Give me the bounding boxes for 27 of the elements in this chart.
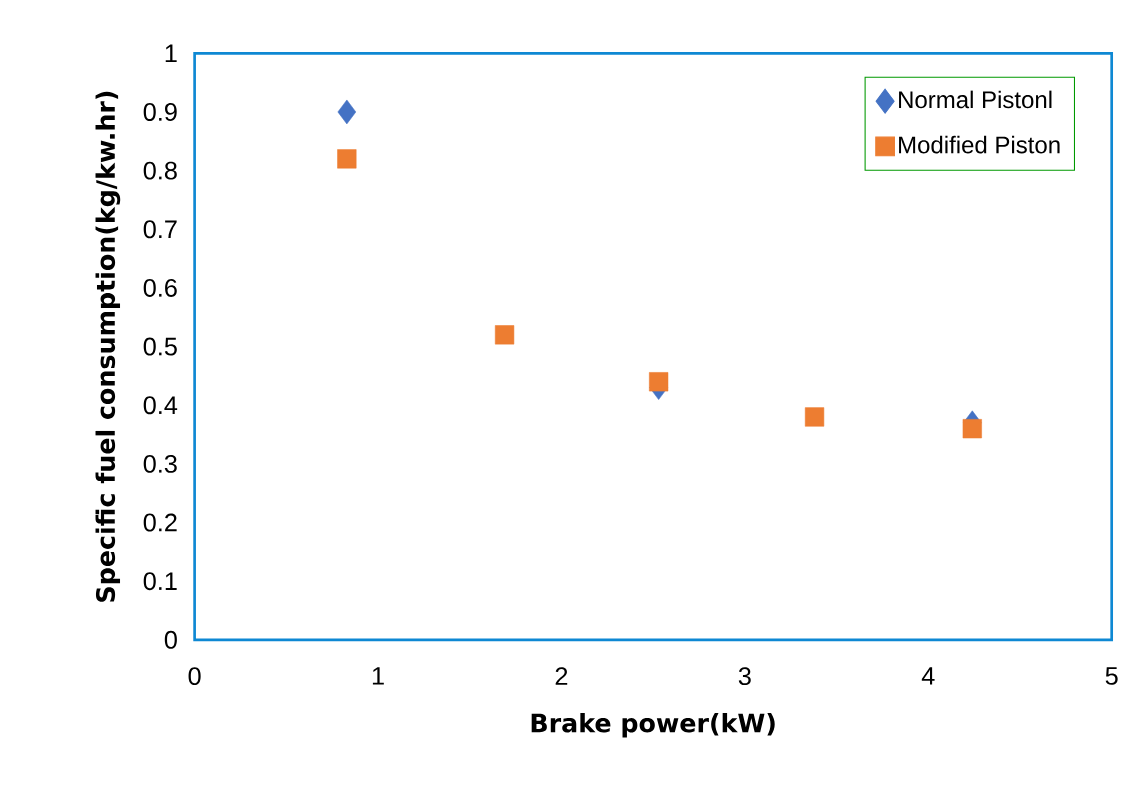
point <box>494 325 515 345</box>
legend-label: Modified Piston <box>899 135 1060 154</box>
x-axis-title: Brake power(kW) <box>531 713 775 738</box>
x-tick-label: 0 <box>188 667 201 686</box>
point <box>337 149 357 169</box>
y-tick-label: 0.7 <box>143 220 177 239</box>
y-tick-label: 0.4 <box>143 396 178 415</box>
y-tick-label: 0.5 <box>143 337 177 356</box>
x-tick-label: 1 <box>372 667 384 685</box>
y-tick-label: 0.3 <box>143 455 177 473</box>
x-tick-label: 4 <box>921 667 935 685</box>
x-tick-label: 5 <box>1105 667 1118 685</box>
y-tick-label: 0.2 <box>143 513 177 532</box>
y-tick-label: 0 <box>164 630 177 649</box>
point <box>962 419 982 439</box>
y-tick-label: 1 <box>165 44 177 63</box>
legend-label: Normal Pistonl <box>899 90 1052 109</box>
y-tick-label: 0.6 <box>143 279 177 297</box>
x-tick-label: 3 <box>738 667 751 686</box>
y-tick-label: 0.9 <box>143 103 177 122</box>
point <box>649 372 669 392</box>
x-tick-label: 2 <box>555 667 568 685</box>
y-tick-label: 0.8 <box>143 161 177 180</box>
y-tick-label: 0.1 <box>143 572 177 591</box>
point <box>337 99 357 125</box>
y-axis-title: Specific fuel consumption(kg/kw.hr) <box>95 91 121 602</box>
point <box>804 407 825 427</box>
